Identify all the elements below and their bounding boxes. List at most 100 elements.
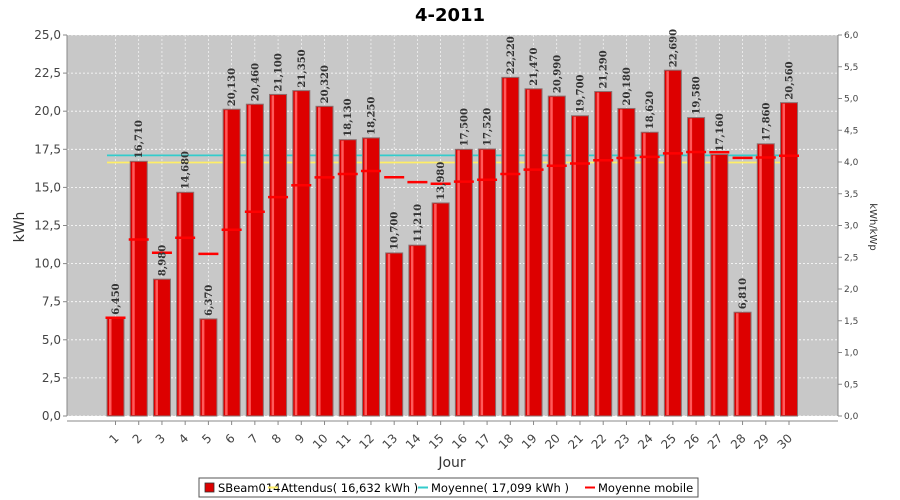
bar-highlight [596, 92, 600, 415]
bar-highlight [666, 71, 669, 415]
bar-highlight [248, 105, 251, 415]
x-tick-label: 10 [310, 431, 331, 452]
x-tick-label: 12 [356, 431, 377, 452]
legend: SBeam014 Attendus( 16,632 kWh ) Moyenne( 1… [198, 477, 699, 498]
y-axis-ticks: 0,0 2,5 5,0 7,5 10,0 12,5 15,0 17,5 20,0 22,5 25,0 [34, 28, 67, 423]
y2-tick-label: 5,0 [844, 95, 859, 105]
data-labels: 6,450 16,710 8,980 14,680 6,370 20,130 20,460 2… [111, 29, 796, 316]
bar-highlight [341, 140, 344, 416]
bar-highlight [619, 109, 623, 416]
x-tick-label: 16 [449, 431, 470, 452]
bar-highlight [294, 91, 298, 415]
data-label: 20,990 [552, 55, 563, 93]
bar-highlight [782, 103, 785, 416]
y2-tick-label: 2,5 [844, 253, 858, 263]
data-label: 21,470 [529, 47, 540, 85]
data-label: 22,220 [506, 36, 517, 74]
data-label: 19,700 [575, 74, 586, 112]
data-label: 19,580 [692, 76, 703, 114]
x-tick-label: 14 [403, 431, 424, 452]
data-label: 21,350 [297, 49, 308, 87]
bar-highlight [387, 253, 391, 415]
bar-highlight [410, 246, 414, 415]
legend-box [198, 477, 699, 498]
y2-tick-label: 3,5 [844, 190, 858, 200]
y2-tick-label: 0,5 [844, 380, 858, 390]
y2-tick-label: 3,0 [844, 222, 859, 232]
x-tick-label: 20 [542, 431, 563, 452]
bar-highlight [434, 203, 437, 415]
y-axis-label: kWh [12, 212, 28, 243]
y-tick-label: 7,5 [42, 295, 61, 309]
x-tick-label: 24 [635, 431, 656, 452]
bar-highlight [712, 155, 716, 415]
x-tick-label: 9 [292, 431, 307, 446]
data-label: 10,700 [390, 212, 401, 250]
bar-highlight [201, 319, 205, 415]
x-tick-label: 26 [682, 431, 703, 452]
bar-highlight [457, 150, 460, 416]
moving-average-marks [105, 150, 799, 319]
y-tick-label: 0,0 [42, 409, 61, 423]
bar-highlight [271, 95, 275, 415]
y-tick-label: 22,5 [34, 66, 61, 80]
x-tick-label: 4 [176, 431, 191, 446]
y-tick-label: 15,0 [34, 180, 61, 194]
bars [106, 69, 798, 417]
data-label: 17,860 [761, 103, 772, 141]
x-tick-label: 2 [130, 431, 145, 446]
data-label: 6,810 [738, 278, 749, 309]
y-tick-label: 25,0 [34, 28, 61, 42]
data-label: 17,500 [459, 108, 470, 146]
x-tick-label: 3 [153, 431, 168, 446]
data-label: 13,980 [436, 162, 447, 200]
data-label: 20,180 [622, 67, 633, 105]
bar-highlight [643, 133, 646, 415]
data-label: 21,100 [274, 53, 285, 91]
x-axis-ticks: 1 2 3 4 5 6 7 8 9 10 11 12 13 14 15 16 17 18 19 20 21 22 23 24 2… [106, 421, 795, 452]
x-tick-label: 17 [473, 431, 494, 452]
chart-title: 4-2011 [415, 5, 485, 26]
y-tick-label: 2,5 [42, 371, 61, 385]
x-tick-label: 29 [751, 431, 772, 452]
data-label: 6,450 [111, 283, 122, 314]
y2-tick-label: 2,0 [844, 285, 859, 295]
x-tick-label: 5 [199, 431, 214, 446]
x-tick-label: 30 [774, 431, 795, 452]
data-label: 17,160 [715, 113, 726, 151]
y2-tick-label: 1,0 [844, 349, 859, 359]
data-label: 17,520 [483, 108, 494, 146]
bar-highlight [225, 110, 228, 415]
x-tick-label: 8 [269, 431, 284, 446]
data-label: 18,250 [366, 97, 377, 135]
y-tick-label: 12,5 [34, 219, 61, 233]
bar-highlight [550, 97, 553, 415]
legend-label: Moyenne mobile [598, 481, 693, 495]
x-tick-label: 13 [380, 431, 401, 452]
bar-highlight [109, 318, 112, 415]
x-tick-label: 6 [222, 431, 237, 446]
y2-axis-ticks: 0,0 0,5 1,0 1,5 2,0 2,5 3,0 3,5 4,0 4,5 5,0 5,5 6,0 [838, 31, 859, 422]
x-tick-label: 1 [106, 431, 121, 446]
bar-highlight [178, 193, 182, 415]
bar-highlight [480, 149, 484, 416]
y-tick-label: 17,5 [34, 142, 61, 156]
legend-label: SBeam014 [218, 481, 280, 495]
bar-highlight [759, 144, 762, 415]
data-label: 6,370 [204, 285, 215, 316]
data-label: 20,460 [250, 63, 261, 101]
data-label: 21,290 [599, 50, 610, 88]
bar-highlight [318, 107, 321, 416]
bar-highlight [503, 78, 507, 416]
bar-highlight [689, 118, 693, 415]
x-tick-label: 25 [658, 431, 679, 452]
y-tick-label: 10,0 [34, 257, 61, 271]
y2-tick-label: 0,0 [844, 412, 859, 422]
data-label: 20,320 [320, 65, 331, 103]
data-label: 20,560 [785, 61, 796, 99]
bar-highlight [573, 116, 576, 415]
bar-highlight [132, 162, 135, 415]
data-label: 20,130 [227, 68, 238, 106]
y2-tick-label: 1,5 [844, 317, 858, 327]
